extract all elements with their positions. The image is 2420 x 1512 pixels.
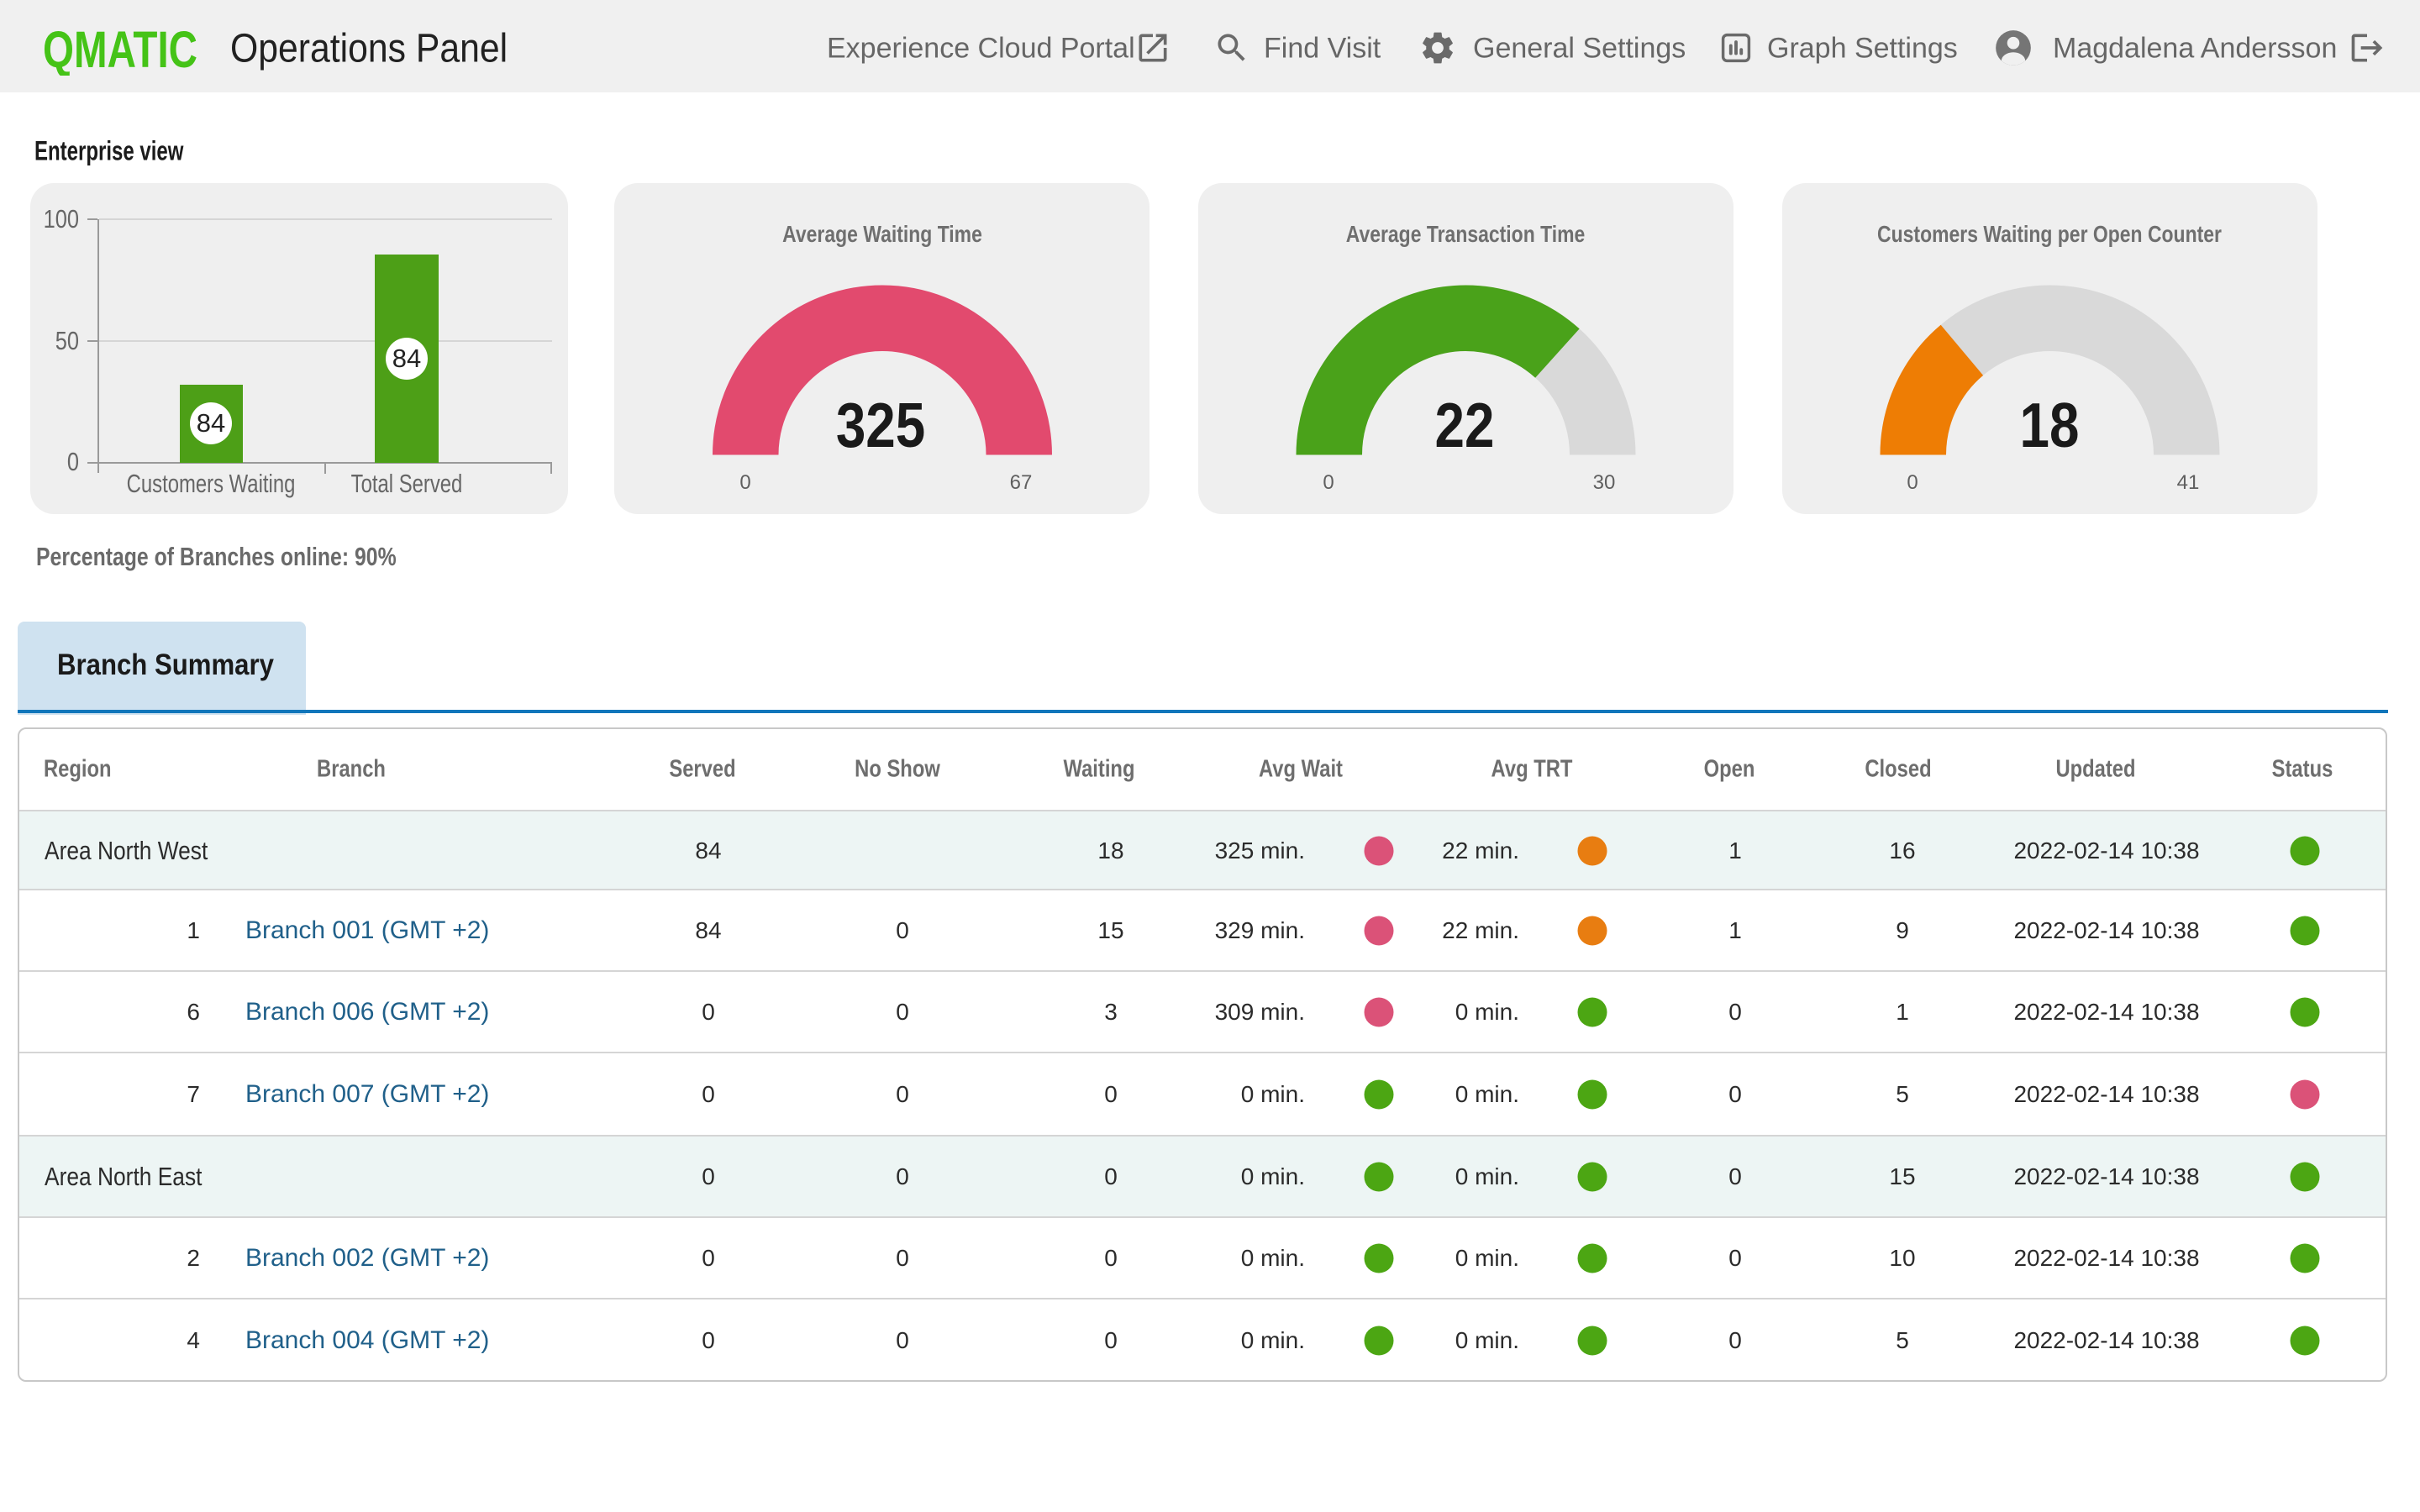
svg-text:QMATIC: QMATIC (43, 25, 197, 76)
